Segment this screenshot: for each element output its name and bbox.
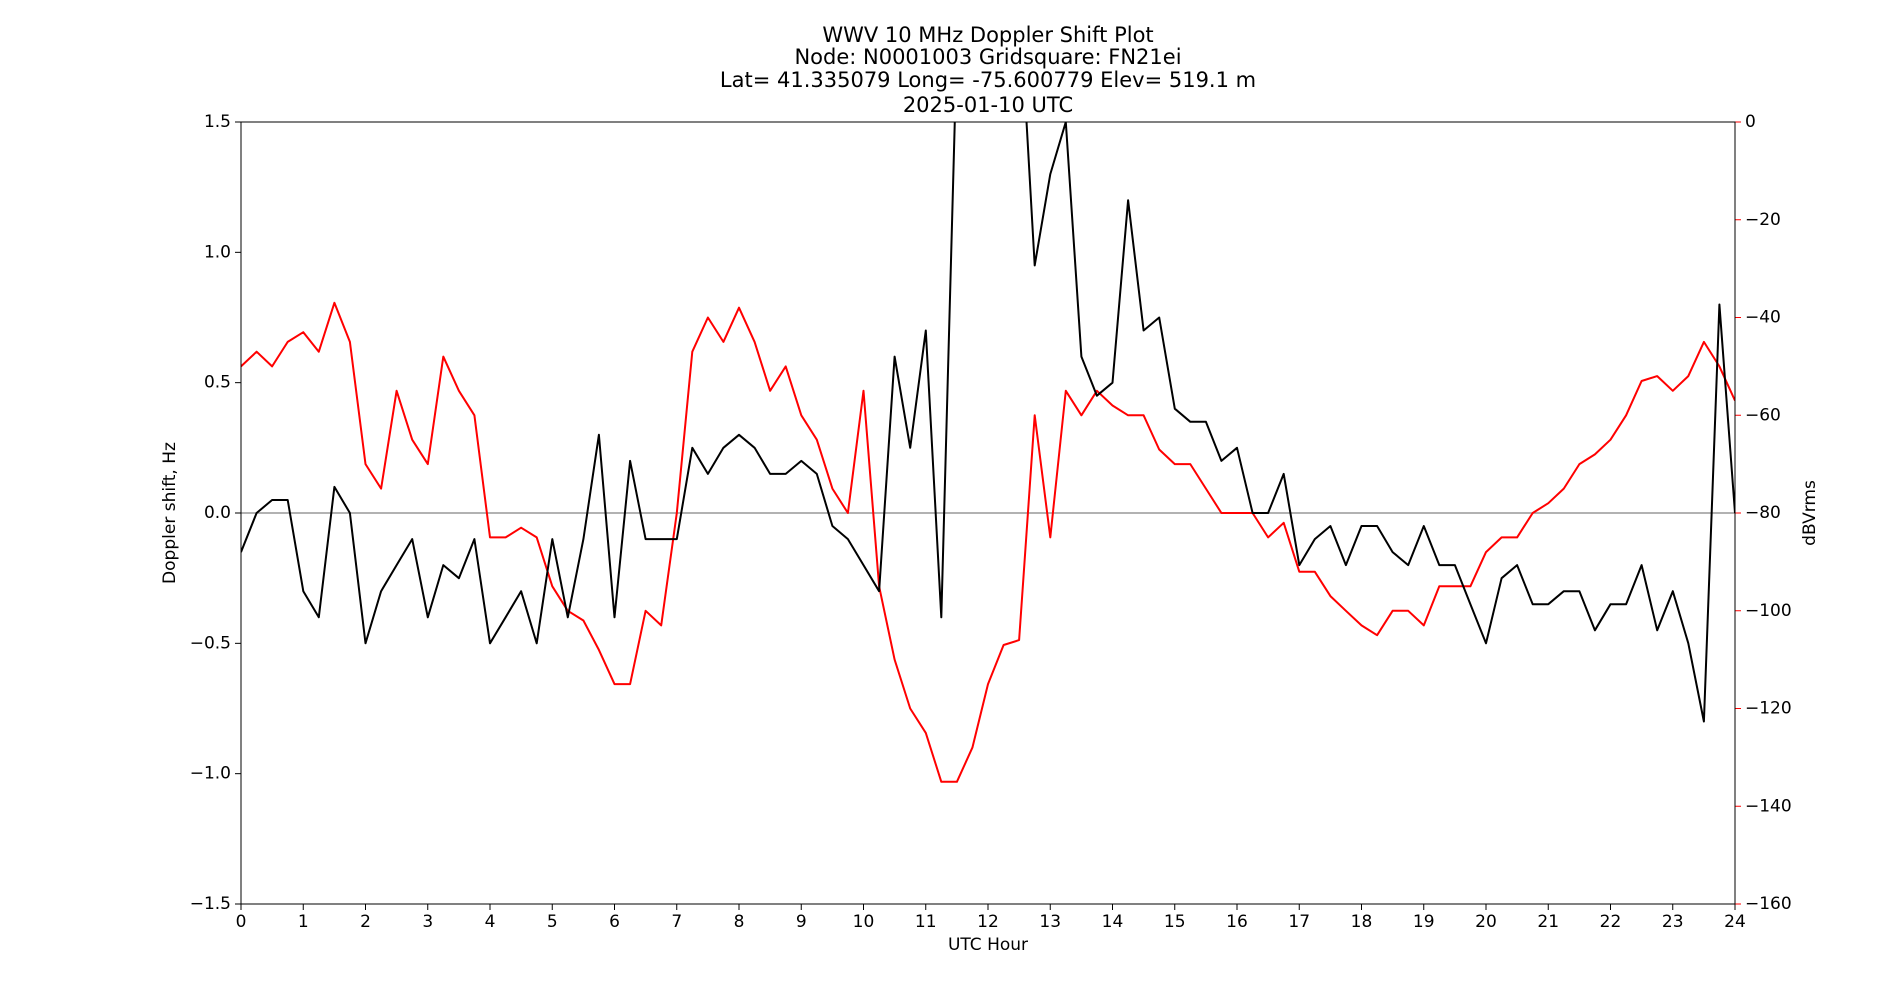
y2-tick-label: −160 [1745,894,1792,914]
x-tick-label: 16 [1226,912,1248,932]
x-tick-label: 19 [1413,912,1435,932]
x-tick-label: 2 [360,912,371,932]
y2-tick-label: 0 [1745,112,1756,132]
x-tick-label: 11 [915,912,937,932]
x-axis-label: UTC Hour [948,935,1028,955]
data-line [241,301,1735,783]
chart-subtitle: Node: N0001003 Gridsquare: FN21ei [794,45,1181,69]
data-line [241,122,1735,723]
x-tick-label: 23 [1662,912,1684,932]
chart-subtitle: 2025-01-10 UTC [903,93,1073,117]
y-tick-label: −1.5 [190,894,231,914]
x-tick-label: 15 [1164,912,1186,932]
x-tick-label: 8 [734,912,745,932]
y-tick-label: −0.5 [190,633,231,653]
x-tick-label: 24 [1724,912,1746,932]
x-tick-label: 0 [236,912,247,932]
x-tick-label: 1 [298,912,309,932]
x-tick-label: 20 [1475,912,1497,932]
x-tick-label: 14 [1102,912,1124,932]
y2-axis-label: dBVrms [1800,480,1820,546]
x-tick-label: 9 [796,912,807,932]
plot-area [241,122,1735,783]
y2-tick-label: −120 [1745,699,1792,719]
x-tick-label: 7 [671,912,682,932]
y-axis-label: Doppler shift, Hz [160,442,180,584]
x-tick-label: 22 [1600,912,1622,932]
x-tick-label: 12 [977,912,999,932]
y2-tick-label: −40 [1745,308,1781,328]
y-tick-label: 1.0 [204,242,231,262]
x-tick-label: 4 [485,912,496,932]
x-tick-label: 6 [609,912,620,932]
y2-tick-label: −60 [1745,405,1781,425]
chart-subtitle: Lat= 41.335079 Long= -75.600779 Elev= 51… [720,68,1256,92]
x-tick-label: 13 [1039,912,1061,932]
x-tick-label: 17 [1288,912,1310,932]
x-tick-label: 21 [1537,912,1559,932]
x-tick-label: 10 [853,912,875,932]
y2-tick-label: −20 [1745,210,1781,230]
x-tick-label: 5 [547,912,558,932]
y2-tick-label: −140 [1745,796,1792,816]
x-tick-label: 18 [1351,912,1373,932]
x-tick-label: 3 [422,912,433,932]
y-tick-label: 1.5 [204,112,231,132]
y-tick-label: 0.5 [204,373,231,393]
chart-title: WWV 10 MHz Doppler Shift Plot [822,23,1153,47]
y-tick-label: 0.0 [204,503,231,523]
y-tick-label: −1.0 [190,764,231,784]
y2-tick-label: −80 [1745,503,1781,523]
y2-tick-label: −100 [1745,601,1792,621]
